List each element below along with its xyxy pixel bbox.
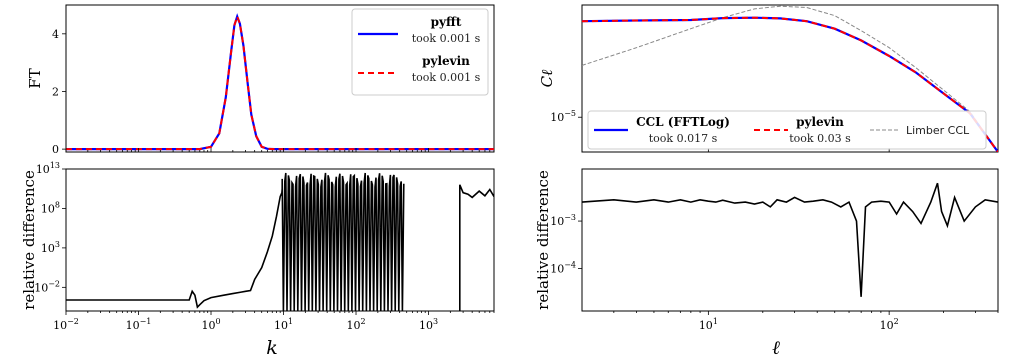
legend-cl-pylevin-name: pylevin [796,115,844,129]
reldiff-k-xtick-label: 10−1 [126,317,152,332]
legend-cl-pylevin-note: took 0.03 s [789,132,851,145]
reldiff-ell-curves [582,182,998,297]
panel-reldiff-ell-frame [581,168,999,312]
reldiff-k-xtick-label: 102 [346,317,365,332]
cl-ytick-label: 10−5 [550,109,576,124]
panel-ft: 0 2 4 FT pyfft took 0.001 s pylevin took 0.001 … [26,4,495,156]
reldiff-ell-ytick-label: 10−3 [550,213,576,228]
reldiff-ell-xlabel: ℓ [772,337,780,359]
ft-curves [66,13,494,151]
panel-cl: 10−5 Cℓ CCL (FFTLog) took 0.017 s pylevin too… [538,4,999,153]
reldiff-ell-xtick-label: 101 [699,317,718,332]
reldiff-k-ytick-label: 1013 [36,161,60,176]
reldiff-k-xtick-label: 101 [274,317,293,332]
series-reldiff-ell-line [582,182,998,297]
legend-ccl-note: took 0.017 s [649,132,718,145]
ft-legend-box [351,8,489,96]
legend-ccl-name: CCL (FFTLog) [636,115,730,129]
reldiff-ell-xtick-label: 102 [880,317,899,332]
legend-pyfft-name: pyfft [431,15,462,29]
series-cl-pylevin-line [582,16,998,152]
ft-ytick-label: 2 [52,85,59,98]
reldiff-k-xtick-label: 10−2 [53,317,79,332]
reldiff-ell-ytick-label: 10−4 [550,260,576,275]
legend-pylevin-note: took 0.001 s [412,71,481,84]
panel-reldiff-k-frame [65,168,495,312]
reldiff-k-ytick-label: 108 [41,200,60,215]
reldiff-k-xlabel: k [266,337,278,359]
series-limber-line [582,5,998,152]
ft-ylabel: FT [26,68,44,88]
cl-curves [582,5,998,152]
reldiff-k-ylabel: relative difference [20,170,38,310]
reldiff-k-xtick-label: 103 [419,317,438,332]
reldiff-k-curves [66,172,494,311]
legend-pyfft-note: took 0.001 s [412,32,481,45]
reldiff-k-xtick-label: 100 [201,317,220,332]
reldiff-k-ytick-label: 103 [41,240,60,255]
legend-pylevin-name: pylevin [422,54,470,68]
panel-reldiff-ell: 10−3 10−4 101 102 relative difference ℓ [534,168,999,359]
reldiff-k-ytick-label: 10−2 [34,279,60,294]
legend-limber-name: Limber CCL [906,124,970,137]
series-reldiff-k-tail [458,184,494,311]
series-pylevin-line [66,13,494,151]
cl-ylabel: Cℓ [538,70,556,88]
ft-ytick-label: 0 [52,143,59,156]
ft-ytick-label: 4 [52,28,59,41]
reldiff-ell-ylabel: relative difference [534,170,552,310]
panel-cl-frame [581,4,999,153]
series-reldiff-k-line [66,172,405,311]
